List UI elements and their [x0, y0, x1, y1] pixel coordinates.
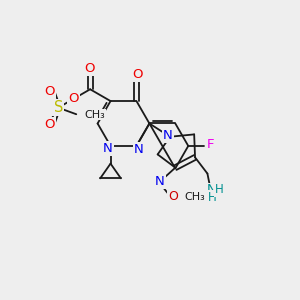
Text: H: H — [208, 190, 216, 204]
Text: N: N — [134, 143, 144, 156]
Text: H: H — [215, 183, 224, 196]
Text: N: N — [207, 183, 217, 196]
Text: N: N — [163, 129, 172, 142]
Text: O: O — [68, 92, 79, 105]
Text: O: O — [44, 85, 55, 98]
Text: N: N — [103, 142, 112, 155]
Text: CH₃: CH₃ — [184, 191, 205, 202]
Text: O: O — [84, 61, 95, 75]
Text: F: F — [207, 138, 214, 151]
Text: CH₃: CH₃ — [85, 110, 105, 120]
Text: O: O — [132, 68, 142, 81]
Text: N: N — [155, 175, 165, 188]
Text: O: O — [168, 190, 178, 203]
Text: methoxy: methoxy — [189, 195, 195, 196]
Text: O: O — [44, 118, 55, 131]
Text: S: S — [54, 100, 63, 115]
